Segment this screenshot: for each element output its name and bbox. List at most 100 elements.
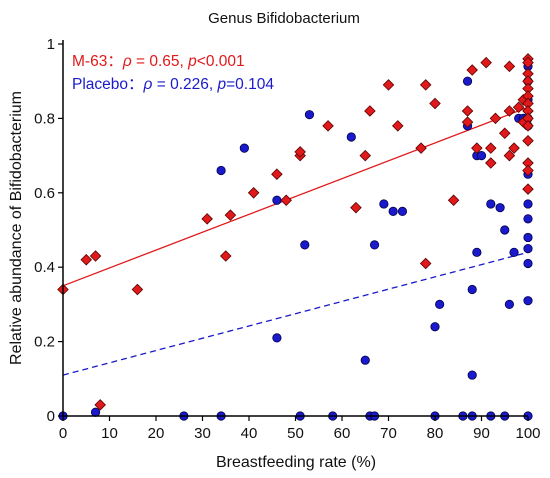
- m63-point: [359, 149, 372, 162]
- x-tick-label: 100: [515, 425, 540, 442]
- placebo-point: [346, 132, 356, 142]
- placebo-point: [430, 322, 440, 332]
- m63-point: [280, 194, 292, 207]
- y-tick-label: 0.6: [34, 185, 55, 202]
- m63-point: [429, 97, 441, 110]
- m63-rho-symbol: ρ: [122, 53, 132, 70]
- y-tick-label: 1: [47, 36, 55, 53]
- m63-point: [364, 105, 376, 117]
- placebo-point: [472, 247, 482, 257]
- m63-point: [419, 79, 432, 91]
- placebo-point: [272, 333, 282, 343]
- placebo-point: [523, 199, 533, 209]
- placebo-fit-line: [62, 251, 529, 376]
- placebo-point: [90, 407, 101, 417]
- fit-lines: [62, 106, 529, 376]
- m63-point: [447, 194, 460, 207]
- m63-point: [271, 168, 283, 180]
- placebo-point: [504, 299, 514, 309]
- m63-point: [498, 127, 511, 140]
- y-tick-label: 0.2: [34, 334, 55, 351]
- m63-point: [419, 257, 432, 270]
- y-tick-label: 0.8: [34, 110, 55, 127]
- placebo-point: [467, 284, 477, 295]
- m63-point: [131, 283, 144, 296]
- placebo-point: [486, 199, 496, 209]
- placebo-point: [304, 110, 315, 120]
- m63-point: [80, 253, 93, 266]
- m63-point: [522, 120, 534, 132]
- m63-point: [522, 56, 534, 69]
- m63-point: [322, 120, 334, 132]
- m63-point: [522, 164, 534, 177]
- m63-point: [224, 209, 237, 221]
- m63-point: [201, 213, 213, 225]
- x-tick-label: 70: [380, 425, 397, 442]
- x-tick-label: 20: [148, 425, 165, 442]
- m63-point: [489, 112, 502, 125]
- m63-point: [503, 149, 516, 162]
- placebo-p-symbol: p: [216, 76, 226, 93]
- m63-point: [247, 187, 260, 199]
- placebo-prefix: Placebo：: [72, 76, 144, 93]
- m63-p-symbol: p: [187, 53, 197, 70]
- placebo-point: [523, 244, 533, 254]
- placebo-point: [523, 214, 533, 224]
- placebo-point: [435, 299, 445, 309]
- m63-point: [471, 142, 483, 154]
- m63-point: [503, 60, 516, 73]
- placebo-point: [476, 151, 487, 161]
- x-tick-label: 30: [194, 425, 211, 442]
- placebo-point: [379, 199, 389, 209]
- m63-point: [485, 157, 497, 169]
- m63-point: [522, 183, 534, 195]
- x-tick-label: 90: [473, 425, 490, 442]
- m63-point: [512, 101, 525, 114]
- placebo-rho-symbol: ρ: [143, 76, 153, 93]
- m63-point: [94, 399, 106, 411]
- x-tick-label: 40: [241, 425, 258, 442]
- m63-point: [485, 142, 497, 154]
- m63-point: [461, 116, 474, 128]
- placebo-point: [388, 206, 398, 216]
- m63-point: [89, 250, 102, 262]
- placebo-point: [523, 296, 533, 306]
- placebo-point: [523, 232, 533, 243]
- x-tick-label: 50: [287, 425, 304, 442]
- m63-point: [503, 105, 516, 117]
- x-tick-label: 60: [334, 425, 351, 442]
- x-tick-label: 80: [427, 425, 444, 442]
- x-tick-label: 10: [101, 425, 118, 442]
- m63-fit-line: [62, 106, 529, 287]
- y-axis-label: Relative abundance of Bifidobacterium: [8, 91, 25, 365]
- placebo-point: [495, 203, 505, 213]
- m63-prefix: M-63：: [72, 53, 123, 70]
- m63-point: [508, 142, 520, 154]
- placebo-annotation: Placebo：ρ = 0.226, p=0.104: [72, 76, 274, 93]
- y-tick-label: 0.4: [34, 259, 55, 276]
- placebo-p-value: =0.104: [226, 76, 274, 93]
- m63-point: [522, 134, 534, 147]
- m63-point: [350, 201, 362, 214]
- placebo-point: [509, 247, 519, 257]
- x-ticks: 0 10 20 30 40 50 60 70 80 90 100: [59, 416, 541, 442]
- m63-point: [294, 146, 306, 158]
- placebo-point: [369, 240, 380, 250]
- placebo-point: [272, 195, 282, 205]
- placebo-point: [397, 206, 408, 216]
- placebo-point: [360, 355, 370, 365]
- m63-point: [382, 79, 395, 91]
- data-points: [57, 53, 534, 421]
- m63-rho-value: = 0.65,: [132, 53, 188, 70]
- placebo-point: [239, 143, 249, 153]
- placebo-point: [523, 258, 533, 269]
- chart-title: Genus Bifidobacterium: [208, 10, 360, 27]
- placebo-point: [300, 240, 310, 250]
- m63-annotation: M-63：ρ = 0.65, p<0.001: [72, 53, 245, 70]
- m63-point: [219, 250, 232, 262]
- y-tick-label: 0: [47, 408, 55, 425]
- y-ticks: 0 0.2 0.4 0.6 0.8 1: [34, 36, 63, 425]
- m63-point: [466, 64, 478, 76]
- placebo-point: [216, 165, 226, 176]
